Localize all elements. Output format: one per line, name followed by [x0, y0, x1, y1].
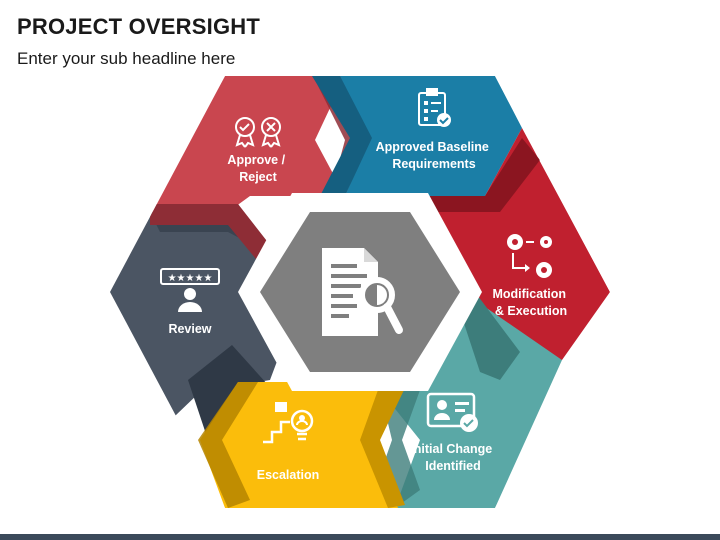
checklist-clipboard-icon [418, 88, 451, 127]
label-approved-baseline: Approved Baseline Requirements [376, 140, 493, 171]
label-initial-change: Initial Change Identified [410, 442, 495, 473]
segment-escalation[interactable] [198, 382, 405, 508]
id-card-check-icon [426, 392, 478, 432]
label-approve-reject: Approve / Reject [227, 153, 288, 184]
page-title: PROJECT OVERSIGHT [17, 14, 260, 39]
document-search-icon [322, 248, 403, 336]
label-modification: Modification & Execution [492, 287, 569, 318]
gears-process-icon [507, 234, 552, 278]
svg-text:★★★★★: ★★★★★ [168, 273, 213, 284]
award-badges-icon [235, 117, 281, 148]
page-subtitle: Enter your sub headline here [17, 49, 236, 68]
segment-approved-baseline[interactable] [312, 76, 522, 196]
rating-review-icon: ★★★★★ [160, 268, 220, 312]
label-escalation: Escalation [257, 468, 320, 482]
escalation-stairs-icon [263, 402, 314, 444]
footer-bar [0, 534, 720, 540]
label-review: Review [168, 322, 211, 336]
